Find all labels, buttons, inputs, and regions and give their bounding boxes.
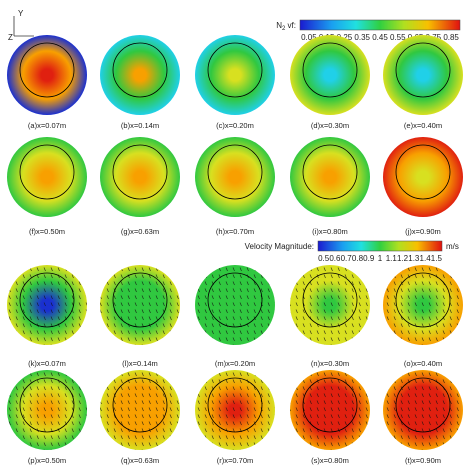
colorbar-tick-label: 0.25: [337, 33, 353, 42]
inner-boundary: [19, 272, 75, 328]
contour-panel: [7, 137, 87, 217]
inner-boundary: [302, 272, 358, 328]
inner-boundary: [395, 272, 451, 328]
inner-boundary: [112, 272, 168, 328]
vector-field: [383, 265, 463, 345]
colorbar: [317, 240, 443, 252]
contour-panel: [195, 137, 275, 217]
panel-caption: (g)x=0.63m: [121, 227, 159, 236]
panel-caption: (n)x=0.30m: [311, 359, 349, 368]
contour-panel: [7, 35, 87, 115]
panel-caption: (o)x=0.40m: [404, 359, 442, 368]
vector-field: [290, 265, 370, 345]
contour-panel: [290, 35, 370, 115]
panel-caption: (s)x=0.80m: [311, 456, 349, 465]
contour-panel: [100, 35, 180, 115]
inner-boundary: [395, 377, 451, 433]
axis-label: Y: [18, 9, 24, 18]
panel-caption: (r)x=0.70m: [217, 456, 253, 465]
colorbar-tick-label: 0.8: [352, 254, 364, 263]
panel-caption: (b)x=0.14m: [121, 121, 159, 130]
colorbar-tick-label: 0.7: [341, 254, 353, 263]
axis-label: Z: [8, 33, 13, 42]
inner-boundary: [395, 42, 451, 98]
colorbar-tick-label: 0.35: [354, 33, 370, 42]
panel-caption: (t)x=0.90m: [405, 456, 441, 465]
colorbar-label: Velocity Magnitude:: [245, 242, 314, 251]
panel-caption: (p)x=0.50m: [28, 456, 66, 465]
colorbar-tick-label: 1.4: [420, 254, 432, 263]
inner-boundary: [302, 377, 358, 433]
colorbar-tick-label: 0.5: [318, 254, 330, 263]
panel-caption: (k)x=0.07m: [28, 359, 66, 368]
colorbar-tick-label: 0.05: [301, 33, 317, 42]
colorbar-unit: m/s: [446, 242, 459, 251]
inner-boundary: [112, 377, 168, 433]
colorbar-tick-label: 1.5: [431, 254, 443, 263]
panel-caption: (a)x=0.07m: [28, 121, 66, 130]
panel-caption: (e)x=0.40m: [404, 121, 442, 130]
panel-caption: (h)x=0.70m: [216, 227, 254, 236]
colorbar-tick-label: 0.55: [390, 33, 406, 42]
vector-field: [195, 370, 275, 450]
colorbar-tick-label: 1.2: [397, 254, 409, 263]
inner-boundary: [19, 42, 75, 98]
contour-panel: [290, 137, 370, 217]
colorbar-tick-label: 0.45: [372, 33, 388, 42]
panel-caption: (q)x=0.63m: [121, 456, 159, 465]
vector-field: [290, 370, 370, 450]
inner-boundary: [112, 144, 168, 200]
panel-caption: (c)x=0.20m: [216, 121, 254, 130]
inner-boundary: [395, 144, 451, 200]
inner-boundary: [207, 272, 263, 328]
panel-caption: (l)x=0.14m: [122, 359, 158, 368]
contour-panel: [383, 137, 463, 217]
inner-boundary: [19, 144, 75, 200]
inner-boundary: [112, 42, 168, 98]
contour-panel: [100, 137, 180, 217]
inner-boundary: [19, 377, 75, 433]
vector-field: [7, 265, 87, 345]
inner-boundary: [207, 42, 263, 98]
inner-boundary: [207, 144, 263, 200]
vector-field: [383, 370, 463, 450]
colorbar-tick-label: 1: [378, 254, 383, 263]
inner-boundary: [207, 377, 263, 433]
colorbar-tick-label: 1.3: [408, 254, 420, 263]
panel-caption: (j)x=0.90m: [405, 227, 441, 236]
vector-field: [100, 265, 180, 345]
colorbar-tick-label: 0.9: [363, 254, 375, 263]
panel-caption: (f)x=0.50m: [29, 227, 65, 236]
colorbar-tick-label: 0.6: [329, 254, 341, 263]
inner-boundary: [302, 144, 358, 200]
vector-field: [100, 370, 180, 450]
axes-indicator: Y Z: [8, 9, 34, 42]
panel-caption: (i)x=0.80m: [312, 227, 348, 236]
inner-boundary: [302, 42, 358, 98]
colorbar: [299, 19, 461, 31]
panel-caption: (d)x=0.30m: [311, 121, 349, 130]
contour-panel: [383, 35, 463, 115]
vector-field: [195, 265, 275, 345]
colorbar-tick-label: 1.1: [386, 254, 398, 263]
contour-panel: [195, 35, 275, 115]
vector-field: [7, 370, 87, 450]
colorbar-tick-label: 0.85: [443, 33, 459, 42]
colorbar-label: N2 vf:: [276, 21, 296, 31]
panel-caption: (m)x=0.20m: [215, 359, 255, 368]
